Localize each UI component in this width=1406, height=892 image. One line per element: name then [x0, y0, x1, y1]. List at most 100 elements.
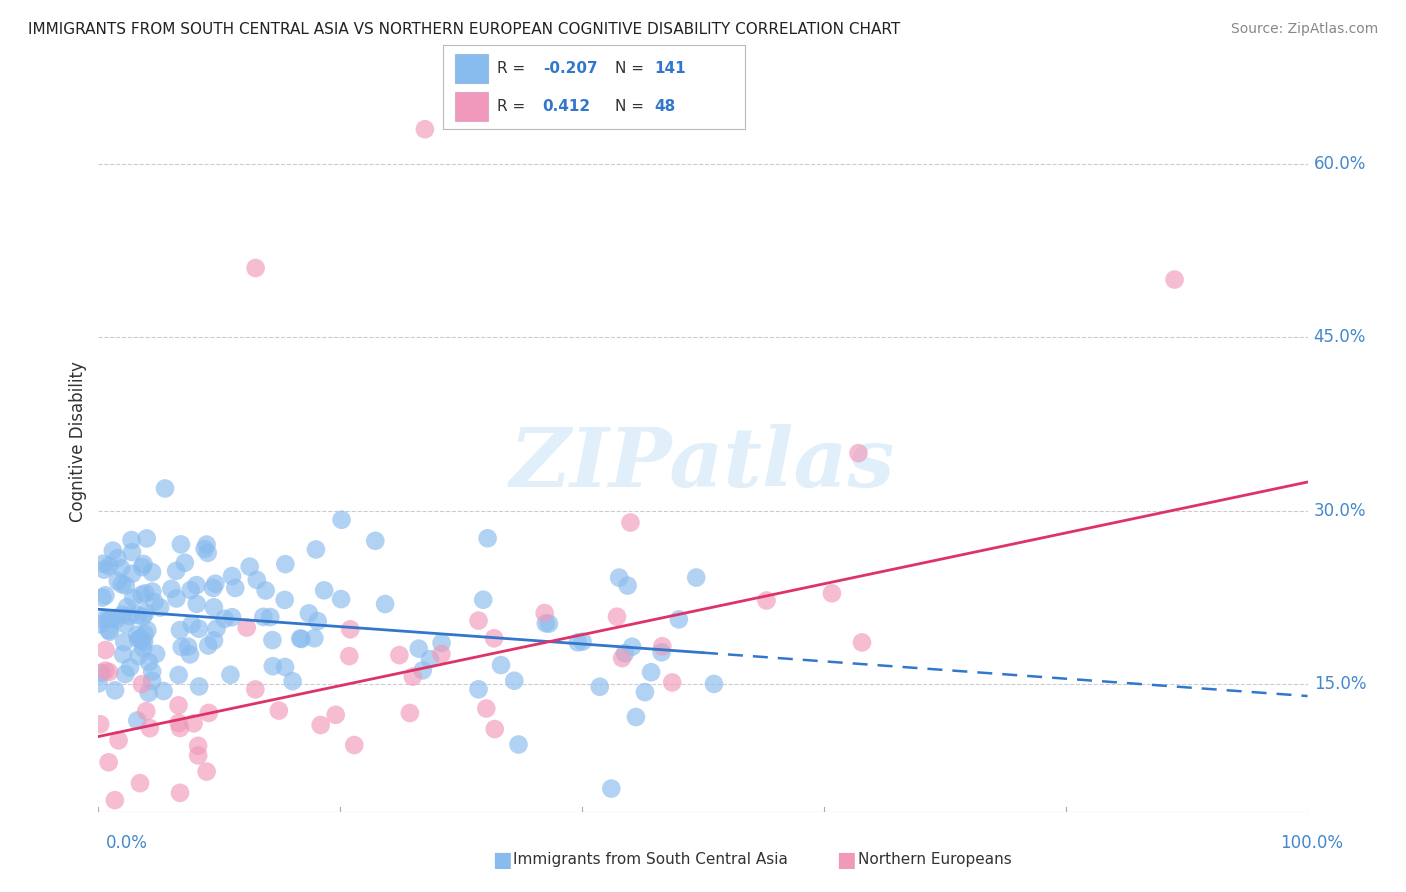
Point — [399, 706, 422, 720]
Point — [187, 748, 209, 763]
Point — [621, 640, 644, 654]
Point — [467, 614, 489, 628]
Point — [136, 624, 159, 638]
Point — [97, 624, 120, 638]
Text: 45.0%: 45.0% — [1313, 328, 1367, 346]
Point — [273, 593, 295, 607]
Point — [139, 721, 162, 735]
Point — [305, 542, 328, 557]
Point — [533, 606, 555, 620]
Point — [616, 578, 638, 592]
Point — [252, 610, 274, 624]
Point — [145, 647, 167, 661]
Point — [94, 588, 117, 602]
Point — [412, 663, 434, 677]
Point — [131, 633, 153, 648]
Point — [183, 716, 205, 731]
Point — [274, 557, 297, 571]
Point — [179, 648, 201, 662]
Point — [194, 541, 217, 556]
Point — [202, 600, 225, 615]
Point — [245, 682, 267, 697]
Point — [613, 646, 636, 660]
Point — [202, 581, 225, 595]
Point — [186, 578, 208, 592]
Point — [169, 623, 191, 637]
Point — [188, 680, 211, 694]
Point — [98, 665, 121, 679]
Point — [330, 513, 353, 527]
Point — [187, 739, 209, 753]
Point — [165, 564, 187, 578]
Point — [134, 606, 156, 620]
Point — [138, 686, 160, 700]
Point — [848, 446, 870, 460]
Point — [195, 764, 218, 779]
Point — [167, 715, 190, 730]
Point — [143, 595, 166, 609]
Point — [668, 612, 690, 626]
Point — [131, 588, 153, 602]
Point — [93, 612, 115, 626]
Point — [149, 600, 172, 615]
Point — [138, 655, 160, 669]
Point — [121, 566, 143, 581]
Point — [214, 612, 236, 626]
Point — [651, 645, 673, 659]
Point — [419, 652, 441, 666]
Point — [131, 677, 153, 691]
Point — [121, 533, 143, 547]
Point — [167, 668, 190, 682]
Point — [195, 537, 218, 551]
Point — [94, 664, 117, 678]
Point — [104, 793, 127, 807]
Point — [325, 707, 347, 722]
Point — [111, 607, 134, 622]
Point — [235, 621, 257, 635]
Point — [330, 592, 353, 607]
Point — [121, 545, 143, 559]
Point — [127, 714, 149, 728]
Point — [374, 597, 396, 611]
Point — [197, 546, 219, 560]
Point — [821, 586, 844, 600]
Point — [132, 609, 155, 624]
Text: -0.207: -0.207 — [543, 61, 598, 76]
Point — [188, 622, 211, 636]
Point — [239, 559, 262, 574]
Text: 141: 141 — [655, 61, 686, 76]
Point — [97, 612, 120, 626]
Point — [364, 533, 387, 548]
Text: Source: ZipAtlas.com: Source: ZipAtlas.com — [1230, 22, 1378, 37]
Point — [685, 570, 707, 584]
Point — [503, 673, 526, 688]
Point — [221, 569, 243, 583]
Point — [114, 667, 136, 681]
Point — [343, 738, 366, 752]
Point — [304, 632, 326, 646]
FancyBboxPatch shape — [456, 54, 488, 83]
Point — [640, 665, 662, 680]
Point — [170, 640, 193, 654]
Point — [534, 616, 557, 631]
Point — [141, 673, 163, 688]
Point — [489, 658, 512, 673]
Point — [254, 583, 277, 598]
Point — [314, 583, 336, 598]
Point — [388, 648, 411, 662]
Point — [607, 571, 630, 585]
Text: Northern Europeans: Northern Europeans — [858, 853, 1011, 867]
Point — [430, 636, 453, 650]
Text: 15.0%: 15.0% — [1313, 675, 1367, 693]
Point — [508, 738, 530, 752]
Point — [169, 721, 191, 735]
Point — [114, 617, 136, 632]
Point — [100, 611, 122, 625]
Point — [755, 593, 778, 607]
Point — [170, 537, 193, 551]
Point — [197, 639, 219, 653]
Point — [165, 591, 187, 606]
Text: R =: R = — [498, 61, 530, 76]
Point — [110, 561, 132, 575]
Point — [600, 781, 623, 796]
